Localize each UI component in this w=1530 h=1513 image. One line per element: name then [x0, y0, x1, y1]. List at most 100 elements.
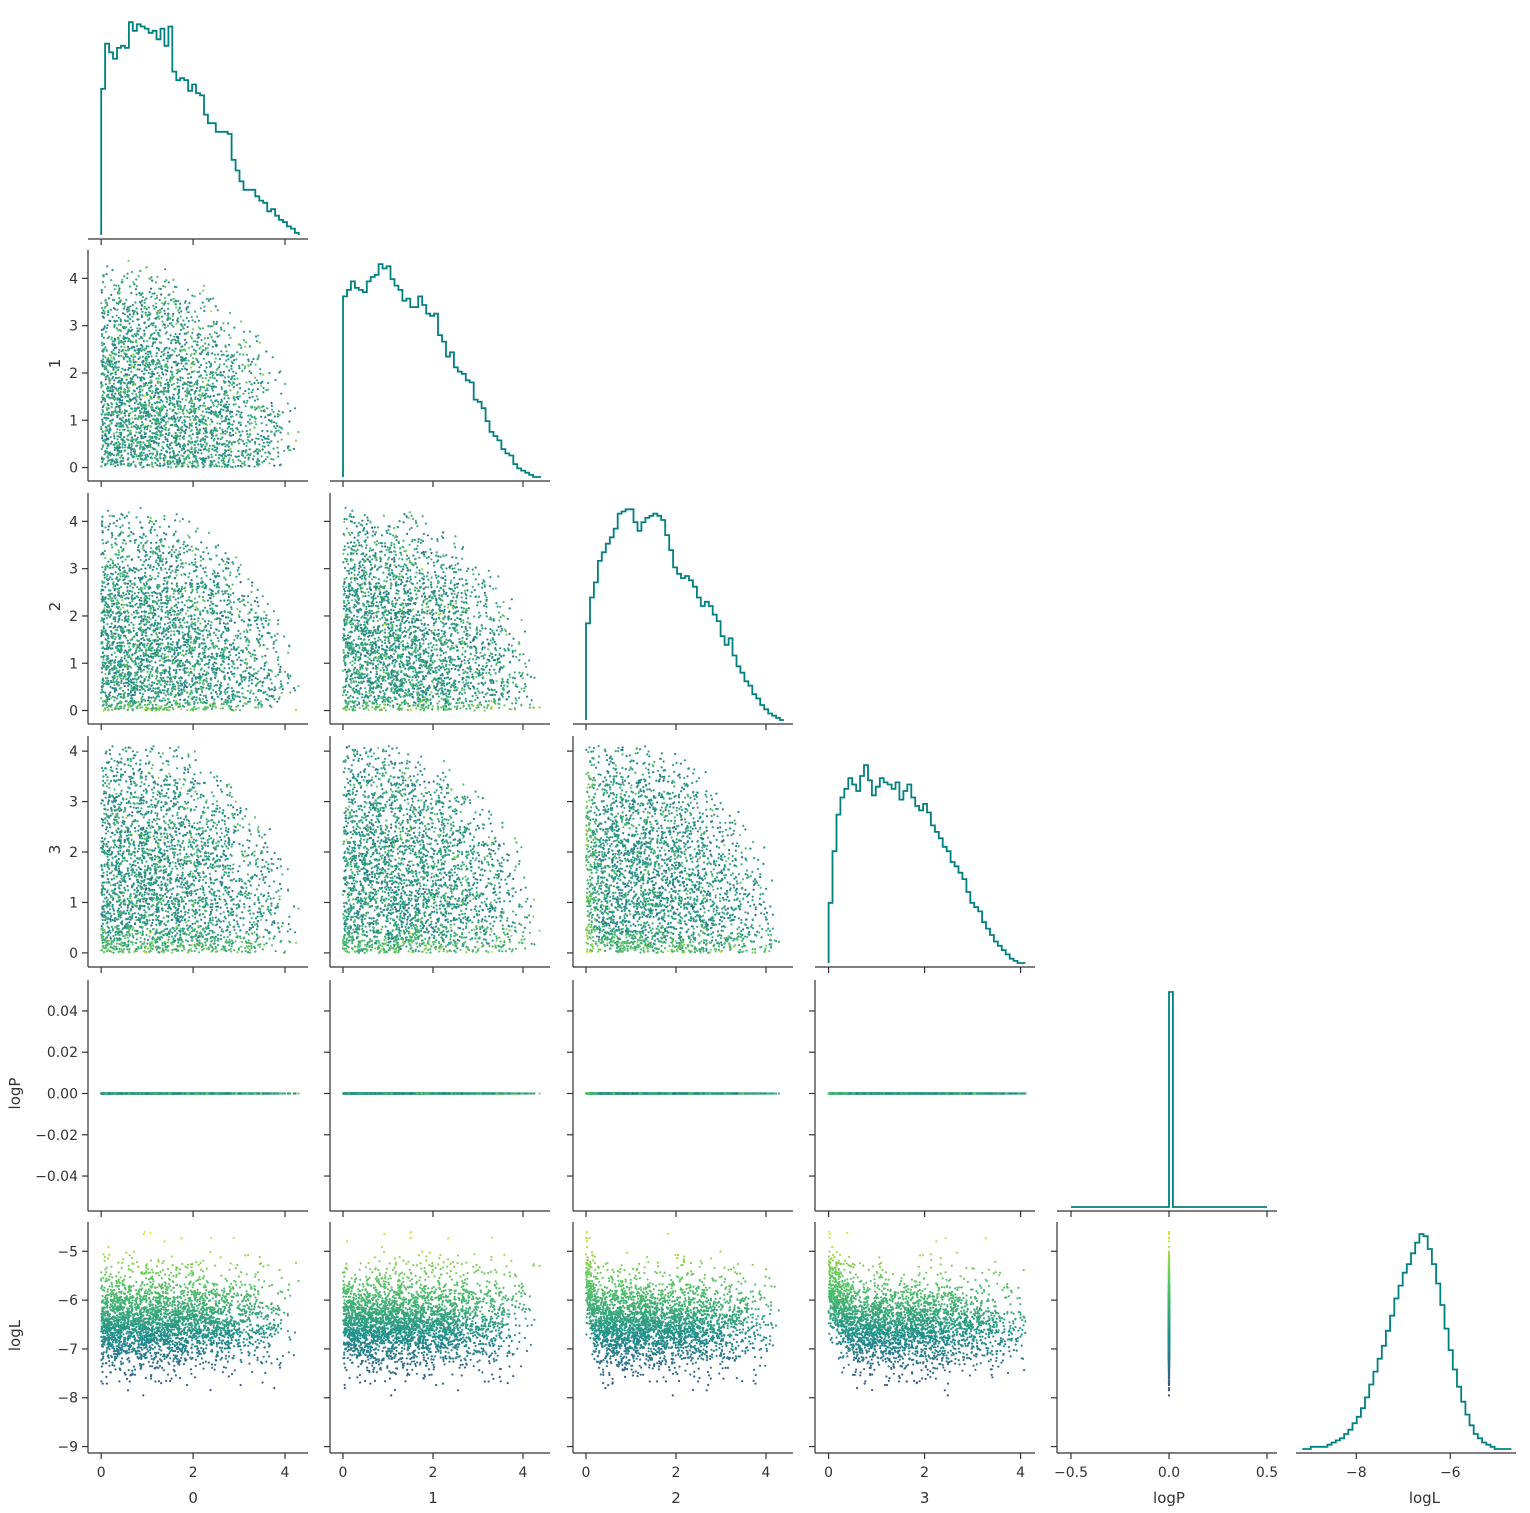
scatter-point — [238, 406, 240, 408]
scatter-point — [152, 305, 154, 307]
scatter-point — [239, 395, 241, 397]
scatter-point — [210, 413, 212, 415]
scatter-point — [195, 456, 197, 458]
scatter-point — [126, 379, 128, 381]
scatter-point — [167, 466, 169, 468]
scatter-point — [235, 403, 237, 405]
scatter-point — [166, 398, 168, 400]
scatter-point — [115, 370, 117, 372]
scatter-point — [171, 349, 173, 351]
scatter-point — [264, 446, 266, 448]
scatter-point — [173, 336, 175, 338]
scatter-point — [265, 350, 267, 352]
scatter-point — [111, 385, 113, 387]
scatter-point — [140, 308, 142, 310]
scatter-point — [105, 331, 107, 333]
scatter-point — [174, 442, 176, 444]
scatter-point — [277, 452, 279, 454]
scatter-point — [213, 465, 215, 467]
scatter-point — [275, 422, 277, 424]
scatter-point — [221, 436, 223, 438]
scatter-point — [275, 430, 277, 432]
scatter-point — [232, 430, 234, 432]
scatter-point — [206, 374, 208, 376]
scatter-point — [277, 441, 279, 443]
scatter-point — [251, 361, 253, 363]
scatter-point — [225, 450, 227, 452]
scatter-point — [188, 457, 190, 459]
scatter-point — [232, 461, 234, 463]
scatter-point — [123, 338, 125, 340]
scatter-point — [225, 455, 227, 457]
scatter-point — [138, 455, 140, 457]
scatter-point — [135, 438, 137, 440]
scatter-point — [117, 369, 119, 371]
scatter-point — [105, 417, 107, 419]
scatter-point — [176, 382, 178, 384]
scatter-point — [133, 425, 135, 427]
scatter-point — [200, 396, 202, 398]
scatter-point — [226, 355, 228, 357]
scatter-point — [143, 340, 145, 342]
scatter-point — [174, 457, 176, 459]
scatter-point — [216, 374, 218, 376]
scatter-point — [111, 422, 113, 424]
scatter-point — [146, 464, 148, 466]
scatter-point — [216, 441, 218, 443]
scatter-point — [231, 375, 233, 377]
scatter-point — [209, 445, 211, 447]
scatter-point — [233, 404, 235, 406]
scatter-point — [210, 325, 212, 327]
scatter-point — [223, 354, 225, 356]
scatter-point — [235, 372, 237, 374]
scatter-point — [184, 324, 186, 326]
scatter-point — [237, 396, 239, 398]
scatter-point — [203, 432, 205, 434]
scatter-point — [120, 341, 122, 343]
scatter-point — [251, 439, 253, 441]
scatter-point — [105, 376, 107, 378]
scatter-point — [123, 388, 125, 390]
scatter-point — [270, 458, 272, 460]
scatter-point — [254, 417, 256, 419]
scatter-point — [128, 260, 130, 262]
scatter-point — [163, 463, 165, 465]
scatter-point — [206, 449, 208, 451]
scatter-point — [169, 444, 171, 446]
scatter-point — [238, 367, 240, 369]
scatter-point — [100, 401, 102, 403]
scatter-point — [121, 378, 123, 380]
scatter-point — [161, 406, 163, 408]
scatter-point — [158, 318, 160, 320]
scatter-point — [111, 406, 113, 408]
scatter-point — [150, 440, 152, 442]
scatter-point — [194, 411, 196, 413]
scatter-point — [254, 377, 256, 379]
scatter-point — [267, 414, 269, 416]
scatter-point — [130, 326, 132, 328]
scatter-point — [245, 425, 247, 427]
scatter-point — [132, 336, 134, 338]
scatter-point — [186, 426, 188, 428]
scatter-point — [103, 373, 105, 375]
scatter-point — [259, 368, 261, 370]
scatter-point — [195, 426, 197, 428]
scatter-point — [134, 450, 136, 452]
scatter-point — [138, 275, 140, 277]
scatter-point — [151, 355, 153, 357]
scatter-point — [197, 443, 199, 445]
scatter-point — [191, 441, 193, 443]
scatter-point — [231, 428, 233, 430]
scatter-point — [171, 435, 173, 437]
scatter-point — [155, 423, 157, 425]
scatter-point — [132, 384, 134, 386]
scatter-point — [135, 278, 137, 280]
scatter-point — [114, 393, 116, 395]
scatter-point — [143, 378, 145, 380]
scatter-point — [212, 339, 214, 341]
scatter-point — [127, 463, 129, 465]
scatter-point — [201, 351, 203, 353]
scatter-point — [179, 457, 181, 459]
scatter-point — [247, 421, 249, 423]
scatter-point — [158, 360, 160, 362]
